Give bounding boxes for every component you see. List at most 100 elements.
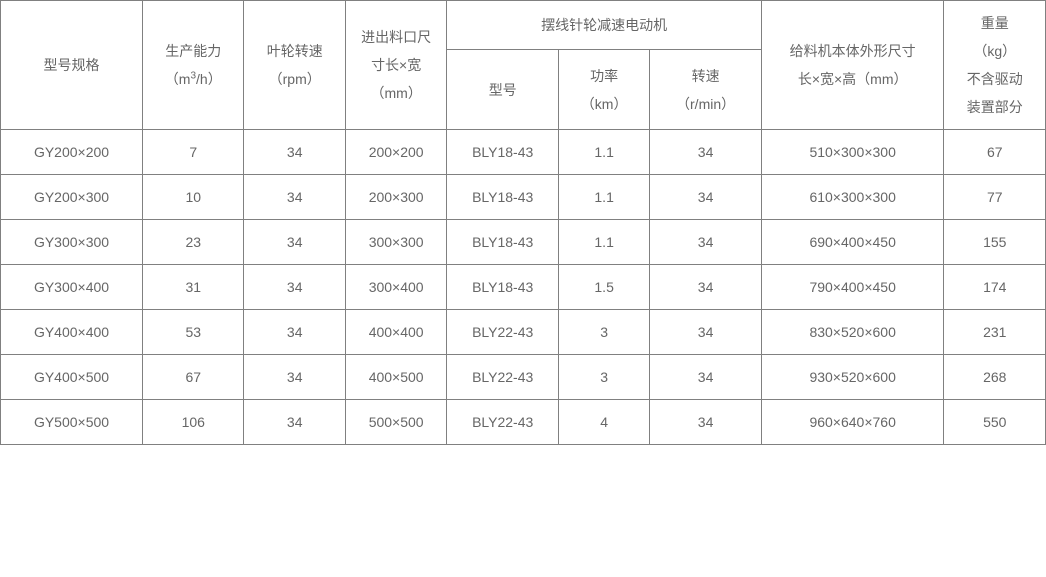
cell-model: GY400×400	[1, 310, 143, 355]
cell-dims: 790×400×450	[761, 265, 944, 310]
cell-inlet: 300×300	[345, 220, 446, 265]
cell-weight: 174	[944, 265, 1046, 310]
header-motor-speed: 转速 （r/min）	[650, 50, 762, 130]
header-motor-power-line1: 功率	[590, 68, 618, 84]
header-capacity: 生产能力 （m3/h）	[143, 1, 244, 130]
cell-motor-model: BLY22-43	[447, 400, 559, 445]
header-motor-power-line2: （km）	[581, 96, 628, 112]
cell-model: GY500×500	[1, 400, 143, 445]
header-inlet: 进出料口尺 寸长×宽 （mm）	[345, 1, 446, 130]
cell-capacity: 31	[143, 265, 244, 310]
cell-speed: 34	[650, 130, 762, 175]
cell-weight: 77	[944, 175, 1046, 220]
cell-dims: 960×640×760	[761, 400, 944, 445]
cell-power: 4	[558, 400, 649, 445]
cell-rpm: 34	[244, 265, 345, 310]
table-row: GY400×400 53 34 400×400 BLY22-43 3 34 83…	[1, 310, 1046, 355]
header-weight-line1: 重量	[981, 15, 1009, 31]
header-dimensions: 给料机本体外形尺寸 长×宽×高（mm）	[761, 1, 944, 130]
cell-rpm: 34	[244, 130, 345, 175]
cell-rpm: 34	[244, 400, 345, 445]
cell-motor-model: BLY18-43	[447, 130, 559, 175]
cell-power: 3	[558, 355, 649, 400]
header-weight-line3: 不含驱动	[967, 71, 1023, 87]
header-motor-power: 功率 （km）	[558, 50, 649, 130]
header-impeller: 叶轮转速 （rpm）	[244, 1, 345, 130]
header-weight-line2: （kg）	[973, 43, 1016, 59]
header-inlet-line3: （mm）	[371, 85, 422, 101]
header-weight-line4: 装置部分	[967, 99, 1023, 115]
table-row: GY200×200 7 34 200×200 BLY18-43 1.1 34 5…	[1, 130, 1046, 175]
cell-inlet: 200×200	[345, 130, 446, 175]
cell-speed: 34	[650, 175, 762, 220]
cell-capacity: 7	[143, 130, 244, 175]
cell-dims: 610×300×300	[761, 175, 944, 220]
cell-speed: 34	[650, 310, 762, 355]
table-row: GY400×500 67 34 400×500 BLY22-43 3 34 93…	[1, 355, 1046, 400]
spec-table: 型号规格 生产能力 （m3/h） 叶轮转速 （rpm） 进出料口尺 寸长×宽 （…	[0, 0, 1046, 445]
header-motor-speed-line2: （r/min）	[676, 96, 735, 112]
header-motor-group: 摆线针轮减速电动机	[447, 1, 761, 50]
header-motor-speed-line1: 转速	[692, 68, 720, 84]
table-row: GY500×500 106 34 500×500 BLY22-43 4 34 9…	[1, 400, 1046, 445]
cell-model: GY200×300	[1, 175, 143, 220]
cell-speed: 34	[650, 400, 762, 445]
cell-motor-model: BLY18-43	[447, 220, 559, 265]
header-motor-model: 型号	[447, 50, 559, 130]
table-body: GY200×200 7 34 200×200 BLY18-43 1.1 34 5…	[1, 130, 1046, 445]
cell-capacity: 106	[143, 400, 244, 445]
cell-inlet: 500×500	[345, 400, 446, 445]
cell-dims: 830×520×600	[761, 310, 944, 355]
cell-power: 1.1	[558, 220, 649, 265]
header-capacity-line1: 生产能力	[165, 43, 221, 59]
cell-inlet: 400×500	[345, 355, 446, 400]
cell-model: GY200×200	[1, 130, 143, 175]
cell-weight: 268	[944, 355, 1046, 400]
header-model: 型号规格	[1, 1, 143, 130]
cell-motor-model: BLY18-43	[447, 265, 559, 310]
cell-capacity: 53	[143, 310, 244, 355]
header-capacity-line2a: （m	[165, 71, 191, 87]
cell-capacity: 10	[143, 175, 244, 220]
cell-power: 3	[558, 310, 649, 355]
cell-dims: 510×300×300	[761, 130, 944, 175]
cell-rpm: 34	[244, 310, 345, 355]
cell-rpm: 34	[244, 175, 345, 220]
header-impeller-line2: （rpm）	[269, 71, 321, 87]
table-row: GY300×400 31 34 300×400 BLY18-43 1.5 34 …	[1, 265, 1046, 310]
header-dimensions-line1: 给料机本体外形尺寸	[790, 43, 916, 59]
cell-dims: 930×520×600	[761, 355, 944, 400]
cell-motor-model: BLY22-43	[447, 310, 559, 355]
cell-weight: 67	[944, 130, 1046, 175]
table-row: GY200×300 10 34 200×300 BLY18-43 1.1 34 …	[1, 175, 1046, 220]
header-weight: 重量 （kg） 不含驱动 装置部分	[944, 1, 1046, 130]
cell-inlet: 400×400	[345, 310, 446, 355]
header-capacity-line2b: /h）	[196, 71, 222, 87]
cell-speed: 34	[650, 265, 762, 310]
cell-capacity: 23	[143, 220, 244, 265]
cell-rpm: 34	[244, 220, 345, 265]
cell-weight: 155	[944, 220, 1046, 265]
cell-power: 1.1	[558, 175, 649, 220]
cell-capacity: 67	[143, 355, 244, 400]
cell-power: 1.1	[558, 130, 649, 175]
table-row: GY300×300 23 34 300×300 BLY18-43 1.1 34 …	[1, 220, 1046, 265]
cell-weight: 550	[944, 400, 1046, 445]
header-impeller-line1: 叶轮转速	[267, 43, 323, 59]
cell-speed: 34	[650, 220, 762, 265]
header-inlet-line2: 寸长×宽	[371, 57, 421, 73]
cell-inlet: 300×400	[345, 265, 446, 310]
header-dimensions-line2: 长×宽×高（mm）	[798, 71, 908, 87]
cell-motor-model: BLY22-43	[447, 355, 559, 400]
cell-model: GY300×300	[1, 220, 143, 265]
cell-power: 1.5	[558, 265, 649, 310]
cell-dims: 690×400×450	[761, 220, 944, 265]
cell-inlet: 200×300	[345, 175, 446, 220]
cell-model: GY400×500	[1, 355, 143, 400]
cell-weight: 231	[944, 310, 1046, 355]
cell-motor-model: BLY18-43	[447, 175, 559, 220]
cell-model: GY300×400	[1, 265, 143, 310]
table-header-row-1: 型号规格 生产能力 （m3/h） 叶轮转速 （rpm） 进出料口尺 寸长×宽 （…	[1, 1, 1046, 50]
cell-speed: 34	[650, 355, 762, 400]
header-inlet-line1: 进出料口尺	[361, 29, 431, 45]
